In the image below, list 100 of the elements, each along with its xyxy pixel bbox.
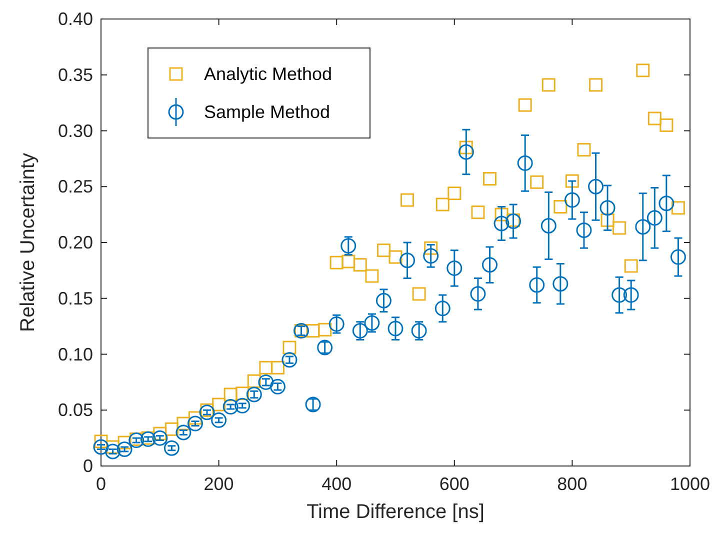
point [648,112,662,126]
point [660,118,674,132]
point [412,287,426,301]
y-tick-label: 0.20 [58,232,93,252]
point [365,269,379,283]
point [176,416,190,430]
point [305,396,321,412]
point [540,218,556,234]
point [494,208,508,222]
point [530,175,544,189]
point [199,404,215,420]
x-tick-label: 0 [96,474,106,494]
point [400,252,416,268]
point [212,398,226,412]
point [388,250,402,264]
point [118,436,132,450]
y-tick-label: 0 [82,456,93,476]
point [588,178,604,194]
point [612,221,626,235]
point [352,323,368,339]
point [364,315,380,331]
point [458,144,474,160]
point [470,286,486,302]
point [448,186,462,200]
point [282,340,296,354]
point [164,440,180,456]
point [552,276,568,292]
x-axis-title: Time Difference [ns] [306,501,484,523]
point [188,411,202,425]
point [270,360,284,374]
point [153,426,167,440]
y-tick-label: 0.05 [58,400,93,420]
legend-label: Sample Method [204,102,330,122]
point [200,403,214,417]
point [224,388,238,402]
point [152,430,168,446]
point [94,434,108,448]
point [342,254,356,268]
y-tick-label: 0.30 [58,120,93,141]
point [376,292,392,308]
point [517,155,533,171]
point [318,322,332,336]
point [176,424,192,440]
point [635,219,651,235]
point [211,412,227,428]
point [424,241,438,255]
point [353,258,367,272]
point [259,360,273,374]
point [222,399,238,415]
point [646,210,662,226]
point [518,98,532,112]
point [330,256,344,270]
point [411,323,427,339]
point [317,340,333,356]
point [93,439,109,455]
point [434,300,450,316]
y-tick-label: 0.10 [58,344,93,364]
point [670,249,686,265]
point [446,260,462,276]
point [400,193,414,207]
x-tick-label: 400 [322,474,352,494]
point [164,422,178,436]
point [116,441,132,457]
y-tick-label: 0.40 [58,9,93,29]
point [565,174,579,188]
point [187,416,203,432]
point [236,386,250,400]
point [376,244,390,258]
point [246,386,262,402]
legend-label: Analytic Method [204,64,332,84]
point [589,78,603,92]
point [471,206,485,220]
point [459,140,473,154]
point [423,248,439,264]
point [482,172,496,186]
point [282,352,298,368]
point [529,277,545,293]
y-tick-label: 0.35 [58,64,93,85]
x-tick-label: 1000 [670,474,710,494]
y-tick-label: 0.15 [58,288,93,308]
point [658,196,674,212]
point [542,78,556,92]
point [564,192,580,208]
point [388,320,404,336]
point [671,201,685,215]
point [247,374,261,388]
x-tick-label: 800 [557,474,588,494]
point [636,64,650,78]
point [600,213,614,227]
point [624,259,638,273]
point [623,287,639,303]
point [340,238,356,254]
x-tick-label: 600 [439,474,470,494]
y-tick-label: 0.25 [58,176,93,197]
point [576,222,592,238]
x-tick-label: 200 [204,474,234,494]
point [328,316,344,332]
point [612,287,628,303]
point [234,398,250,414]
point [554,200,568,214]
